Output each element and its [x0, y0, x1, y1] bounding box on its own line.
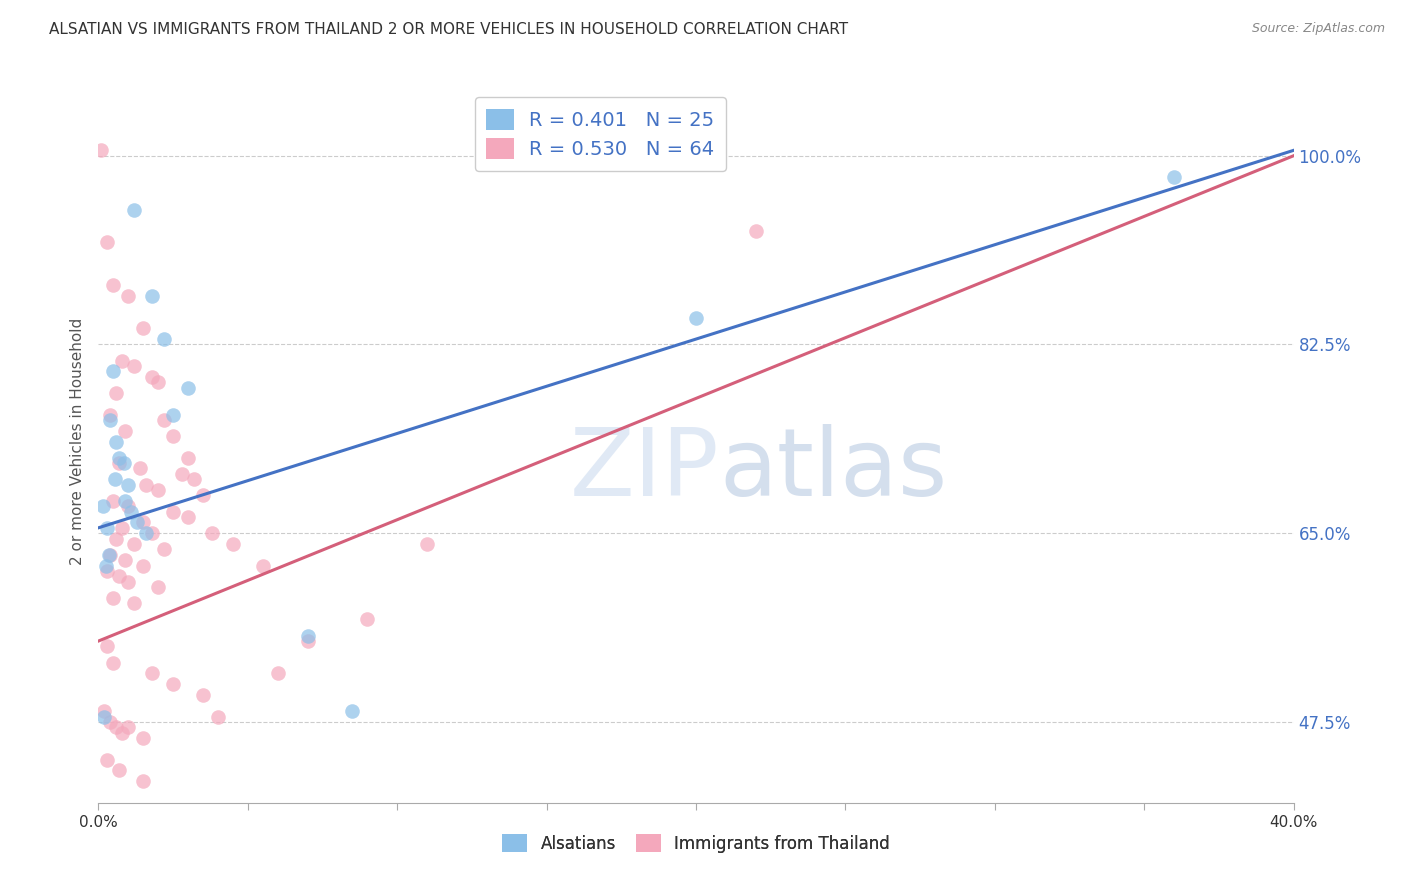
- Point: [148, 483, 170, 497]
- Point: [96, 640, 118, 654]
- Point: [90, 144, 112, 158]
- Point: [745, 224, 768, 238]
- Point: [93, 704, 115, 718]
- Point: [153, 413, 176, 427]
- Point: [105, 434, 128, 449]
- Point: [1163, 170, 1185, 185]
- Legend: Alsatians, Immigrants from Thailand: Alsatians, Immigrants from Thailand: [495, 828, 897, 860]
- Point: [162, 677, 184, 691]
- Text: Source: ZipAtlas.com: Source: ZipAtlas.com: [1251, 22, 1385, 36]
- Point: [96, 235, 118, 249]
- Point: [98, 408, 122, 422]
- Point: [129, 461, 152, 475]
- Point: [117, 574, 139, 589]
- Point: [114, 493, 136, 508]
- Point: [112, 456, 135, 470]
- Point: [98, 548, 122, 562]
- Point: [141, 369, 163, 384]
- Text: atlas: atlas: [720, 425, 948, 516]
- Point: [105, 720, 128, 734]
- Text: ALSATIAN VS IMMIGRANTS FROM THAILAND 2 OR MORE VEHICLES IN HOUSEHOLD CORRELATION: ALSATIAN VS IMMIGRANTS FROM THAILAND 2 O…: [49, 22, 848, 37]
- Point: [111, 353, 134, 368]
- Point: [132, 321, 155, 335]
- Text: ZIP: ZIP: [571, 425, 720, 516]
- Point: [132, 731, 155, 745]
- Point: [114, 424, 136, 438]
- Point: [97, 548, 120, 562]
- Point: [105, 386, 128, 401]
- Point: [222, 537, 245, 551]
- Point: [153, 542, 176, 557]
- Y-axis label: 2 or more Vehicles in Household: 2 or more Vehicles in Household: [69, 318, 84, 566]
- Point: [141, 526, 163, 541]
- Point: [111, 725, 134, 739]
- Point: [342, 704, 364, 718]
- Point: [120, 505, 142, 519]
- Point: [252, 558, 274, 573]
- Point: [685, 310, 707, 325]
- Point: [172, 467, 194, 481]
- Point: [135, 477, 157, 491]
- Point: [96, 753, 118, 767]
- Point: [91, 500, 114, 514]
- Point: [267, 666, 290, 681]
- Point: [416, 537, 439, 551]
- Point: [148, 580, 170, 594]
- Point: [191, 688, 214, 702]
- Point: [177, 450, 200, 465]
- Point: [135, 526, 157, 541]
- Point: [124, 537, 146, 551]
- Point: [108, 764, 131, 778]
- Point: [162, 408, 184, 422]
- Point: [108, 456, 131, 470]
- Point: [141, 289, 163, 303]
- Point: [201, 526, 224, 541]
- Point: [356, 612, 378, 626]
- Point: [162, 505, 184, 519]
- Point: [177, 510, 200, 524]
- Point: [141, 666, 163, 681]
- Point: [191, 488, 214, 502]
- Point: [177, 381, 200, 395]
- Point: [132, 558, 155, 573]
- Point: [148, 376, 170, 390]
- Point: [183, 472, 205, 486]
- Point: [132, 516, 155, 530]
- Point: [132, 774, 155, 789]
- Point: [207, 709, 229, 723]
- Point: [297, 634, 319, 648]
- Point: [124, 359, 146, 373]
- Point: [96, 521, 118, 535]
- Point: [114, 553, 136, 567]
- Point: [98, 714, 122, 729]
- Point: [103, 656, 125, 670]
- Point: [162, 429, 184, 443]
- Point: [93, 709, 115, 723]
- Point: [124, 596, 146, 610]
- Point: [104, 472, 127, 486]
- Point: [117, 289, 139, 303]
- Point: [108, 450, 131, 465]
- Point: [124, 202, 146, 217]
- Point: [117, 500, 139, 514]
- Point: [111, 521, 134, 535]
- Point: [105, 532, 128, 546]
- Point: [103, 364, 125, 378]
- Point: [117, 720, 139, 734]
- Point: [127, 516, 149, 530]
- Point: [94, 558, 117, 573]
- Point: [297, 629, 319, 643]
- Point: [103, 591, 125, 605]
- Point: [98, 413, 122, 427]
- Point: [108, 569, 131, 583]
- Point: [103, 278, 125, 293]
- Point: [103, 493, 125, 508]
- Point: [96, 564, 118, 578]
- Point: [117, 477, 139, 491]
- Point: [153, 332, 176, 346]
